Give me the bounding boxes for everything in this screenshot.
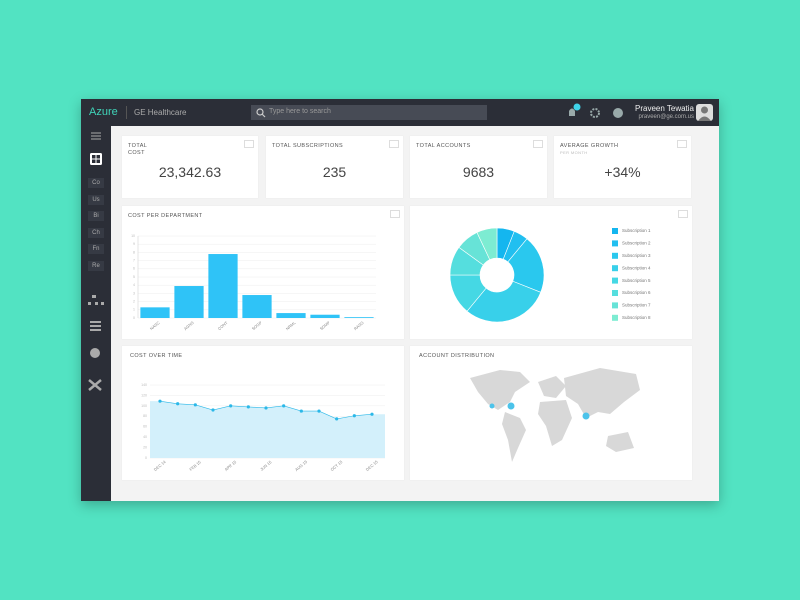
sidebar-item[interactable]: Ch bbox=[88, 227, 104, 238]
kpi-card: TOTAL COST 23,342.63 bbox=[122, 136, 258, 198]
kpi-card: AVERAGE GROWTH PER MONTH +34% bbox=[554, 136, 691, 198]
sidebar-item[interactable]: Bi bbox=[88, 211, 104, 221]
map-title: ACCOUNT DISTRIBUTION bbox=[419, 353, 495, 359]
bar-card: COST PER DEPARTMENT bbox=[122, 206, 404, 339]
kpi-value: 235 bbox=[322, 164, 347, 180]
kpi-value: 23,342.63 bbox=[158, 164, 222, 180]
kpi-sublabel: PER MONTH bbox=[560, 150, 588, 155]
kpi-label: TOTAL COST bbox=[128, 143, 148, 156]
search-placeholder: Type here to search bbox=[269, 108, 331, 115]
sidebar-item[interactable]: Fn bbox=[88, 244, 104, 254]
kpi-card: TOTAL ACCOUNTS 9683 bbox=[410, 136, 547, 198]
map-card: ACCOUNT DISTRIBUTION bbox=[410, 346, 692, 480]
kpi-value: 9683 bbox=[462, 164, 495, 180]
kpi-value: +34% bbox=[604, 164, 641, 180]
chart-title: COST OVER TIME bbox=[130, 353, 183, 359]
sidebar-item[interactable]: Re bbox=[88, 260, 104, 271]
user-email: praveen@ge.com.us bbox=[638, 114, 694, 120]
kpi-label: TOTAL ACCOUNTS bbox=[416, 143, 471, 149]
pie-card bbox=[410, 206, 692, 339]
sidebar bbox=[81, 126, 111, 501]
kpi-label: AVERAGE GROWTH bbox=[560, 143, 619, 149]
sidebar-item[interactable]: Us bbox=[88, 194, 104, 205]
sidebar-item[interactable]: Co bbox=[88, 178, 104, 188]
brand[interactable]: Azure bbox=[89, 106, 118, 118]
line-card: COST OVER TIME bbox=[122, 346, 404, 480]
kpi-card: TOTAL SUBSCRIPTIONS 235 bbox=[266, 136, 403, 198]
chart-title: COST PER DEPARTMENT bbox=[128, 213, 203, 219]
kpi-label: TOTAL SUBSCRIPTIONS bbox=[272, 143, 344, 149]
user-name[interactable]: Praveen Tewatia bbox=[635, 104, 694, 113]
search-box[interactable] bbox=[251, 105, 487, 120]
org-name: GE Healthcare bbox=[134, 108, 187, 117]
